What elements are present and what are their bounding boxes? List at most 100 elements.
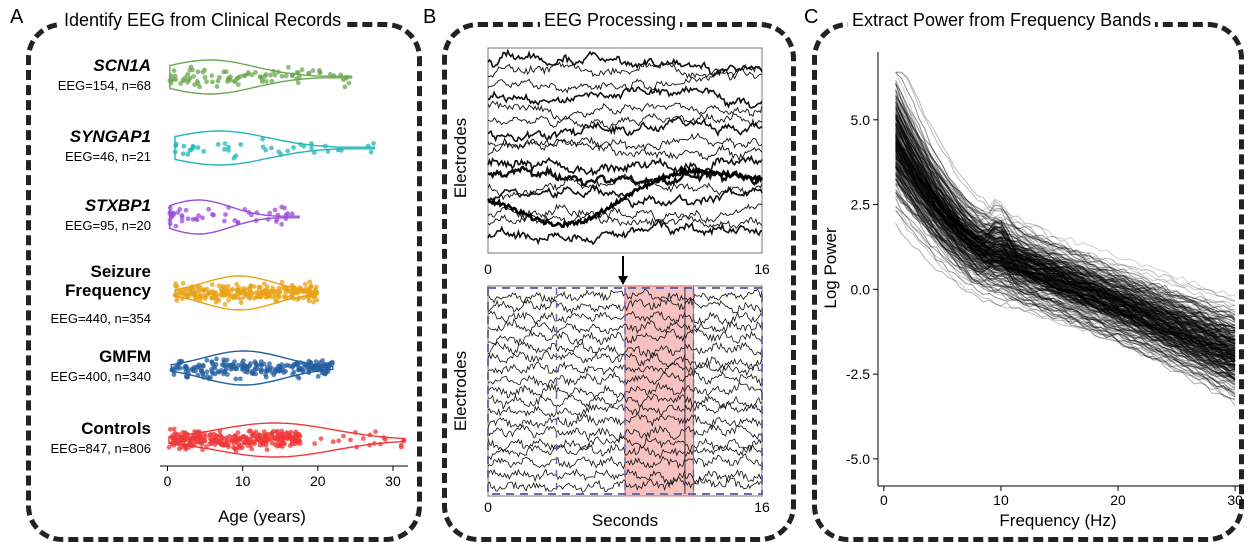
power-spectrum-line bbox=[895, 166, 1236, 360]
violin-outline bbox=[174, 130, 375, 166]
power-spectrum-line bbox=[895, 145, 1236, 363]
data-point bbox=[288, 429, 294, 435]
data-point bbox=[290, 372, 296, 377]
data-point bbox=[295, 297, 301, 302]
power-spectrum-line bbox=[895, 113, 1236, 329]
data-point bbox=[275, 212, 281, 218]
power-spectrum-line bbox=[895, 108, 1236, 373]
x-tick-label: 30 bbox=[385, 473, 401, 489]
power-spectrum-line bbox=[895, 83, 1236, 378]
data-point bbox=[258, 369, 264, 375]
power-spectrum-line bbox=[895, 192, 1236, 328]
power-spectrum-line bbox=[895, 130, 1236, 363]
data-point bbox=[236, 362, 241, 368]
power-spectrum-line bbox=[895, 160, 1236, 334]
data-point bbox=[311, 150, 317, 155]
data-point bbox=[183, 207, 189, 213]
power-spectrum-line bbox=[895, 183, 1236, 348]
power-spectrum-line bbox=[895, 107, 1236, 375]
power-spectrum-line bbox=[895, 134, 1236, 372]
data-point bbox=[263, 372, 268, 377]
power-spectrum-line bbox=[895, 135, 1236, 381]
data-point bbox=[266, 367, 272, 373]
power-spectrum-line bbox=[895, 116, 1236, 357]
data-point bbox=[289, 282, 295, 288]
power-spectrum-line bbox=[895, 119, 1236, 297]
power-spectrum-line bbox=[895, 163, 1236, 356]
data-point bbox=[348, 437, 353, 443]
data-point bbox=[226, 144, 231, 150]
data-point bbox=[257, 284, 263, 290]
data-point bbox=[226, 205, 232, 210]
power-spectrum-line bbox=[895, 157, 1236, 376]
power-spectrum-line bbox=[895, 165, 1236, 342]
data-point bbox=[306, 71, 311, 77]
power-spectrum-line bbox=[895, 157, 1236, 334]
data-point bbox=[191, 74, 197, 79]
power-spectrum-line bbox=[895, 140, 1236, 354]
eeg-processed-tick-start: 0 bbox=[484, 499, 492, 515]
data-point bbox=[302, 281, 308, 287]
data-point bbox=[212, 442, 218, 447]
power-spectrum-line bbox=[895, 115, 1236, 360]
data-point bbox=[225, 290, 231, 295]
x-tick-label: 10 bbox=[993, 492, 1009, 508]
power-spectrum-line bbox=[895, 83, 1236, 400]
panel-a-chart: SCN1A EEG=154, n=68 SYNGAP1 EEG=46, n=21 STX… bbox=[51, 56, 408, 526]
data-point bbox=[368, 149, 374, 155]
data-point bbox=[228, 74, 233, 80]
data-point bbox=[232, 359, 237, 365]
power-spectrum-line bbox=[895, 122, 1236, 380]
data-point bbox=[300, 295, 306, 301]
power-spectrum-line bbox=[895, 115, 1236, 381]
power-spectrum-line bbox=[895, 169, 1236, 350]
data-point bbox=[194, 78, 200, 84]
power-spectrum-line bbox=[895, 122, 1236, 353]
power-spectrum-line bbox=[895, 72, 1236, 363]
data-point bbox=[324, 368, 329, 374]
data-point bbox=[257, 438, 263, 444]
data-point bbox=[244, 369, 250, 375]
power-spectrum-line bbox=[895, 141, 1236, 342]
data-point bbox=[197, 436, 202, 441]
data-point bbox=[290, 72, 296, 78]
power-spectrum-line bbox=[895, 127, 1236, 351]
power-spectrum-line bbox=[895, 117, 1236, 385]
group-controls: Controls EEG=847, n=806 bbox=[51, 419, 407, 458]
power-spectrum-line bbox=[895, 177, 1236, 358]
data-point bbox=[281, 370, 287, 375]
data-point bbox=[306, 369, 312, 375]
data-point bbox=[219, 291, 225, 296]
power-spectrum-line bbox=[895, 165, 1236, 380]
data-point bbox=[184, 292, 190, 297]
data-point bbox=[176, 446, 182, 452]
power-spectrum-line bbox=[895, 111, 1236, 398]
power-spectrum-line bbox=[895, 136, 1236, 317]
processing-arrow-head bbox=[618, 276, 628, 285]
data-point bbox=[171, 426, 177, 432]
data-point bbox=[367, 442, 373, 448]
power-spectrum-line bbox=[895, 134, 1236, 360]
group-seizure-frequency: Seizure Frequency EEG=440, n=354 bbox=[51, 262, 320, 326]
power-spectrum-line bbox=[895, 143, 1236, 332]
data-point bbox=[331, 73, 337, 78]
data-point bbox=[306, 298, 312, 304]
power-spectrum-line bbox=[895, 191, 1236, 351]
power-spectrum-line bbox=[895, 145, 1236, 354]
data-point bbox=[173, 143, 179, 149]
power-spectrum-line bbox=[895, 206, 1236, 353]
data-point bbox=[371, 441, 377, 446]
panel-b-chart: Electrodes 0 16 Electrodes 0 16 Seconds bbox=[451, 47, 770, 530]
power-spectrum-line bbox=[895, 167, 1236, 358]
power-spectrum-line bbox=[895, 196, 1236, 333]
power-spectrum-line bbox=[895, 88, 1236, 370]
data-point bbox=[294, 360, 299, 366]
power-spectrum-line bbox=[895, 116, 1236, 354]
data-point bbox=[259, 362, 264, 368]
power-spectrum-line bbox=[895, 81, 1236, 371]
data-point bbox=[177, 437, 183, 443]
data-point bbox=[280, 437, 286, 443]
power-spectrum-line bbox=[895, 105, 1236, 381]
data-point bbox=[209, 73, 215, 78]
x-tick-label: 10 bbox=[235, 473, 251, 489]
